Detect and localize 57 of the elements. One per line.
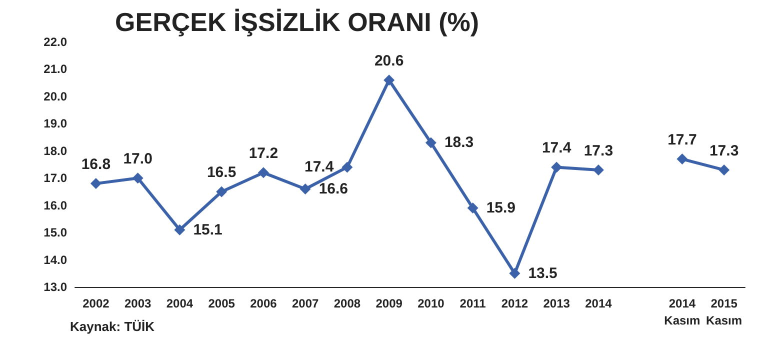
x-tick-label: 2014 — [585, 296, 612, 310]
x-tick-label: 2003 — [124, 296, 152, 310]
point — [384, 74, 395, 86]
data-label: 17.2 — [248, 145, 278, 162]
x-tick-label: 2010 — [418, 296, 445, 310]
point — [342, 162, 353, 173]
data-label: 13.5 — [528, 264, 558, 282]
point — [718, 164, 730, 176]
x-tick-label: 2004 — [166, 296, 194, 310]
data-label: 20.6 — [374, 52, 404, 70]
data-label: 17.3 — [584, 142, 614, 160]
y-tick-label: 13.0 — [44, 280, 68, 294]
data-label: 17.4 — [542, 140, 572, 157]
y-tick-label: 14.0 — [44, 252, 68, 267]
y-tick-label: 21.0 — [44, 62, 68, 76]
y-tick-label: 20.0 — [44, 89, 68, 104]
data-label: 18.3 — [444, 134, 474, 152]
x-tick-label: 2009 — [376, 296, 403, 310]
data-label: 16.5 — [206, 164, 236, 182]
x-tick-label: 2002 — [82, 296, 110, 310]
point — [300, 184, 311, 194]
point — [90, 178, 102, 190]
x-tick-label: 2011 — [460, 296, 486, 310]
data-label: 17.7 — [668, 132, 697, 149]
x-tick-label: 2006 — [250, 296, 278, 310]
data-label: 16.8 — [81, 156, 111, 174]
data-label: 17.3 — [709, 142, 739, 160]
point — [132, 172, 144, 184]
y-tick-label: 22.0 — [44, 35, 68, 49]
point — [676, 154, 688, 165]
x-tick-label: 2015 Kasım — [706, 296, 742, 328]
data-label: 15.9 — [486, 200, 516, 217]
x-tick-label: 2007 — [292, 296, 319, 310]
point — [216, 186, 228, 198]
data-label: 17.4 — [304, 158, 334, 176]
y-tick-label: 16.0 — [44, 198, 68, 212]
y-tick-label: 15.0 — [44, 226, 68, 240]
point — [258, 167, 269, 178]
chart-title: GERÇEK İŞSİZLİK ORANI (%) — [115, 7, 480, 37]
point — [592, 164, 604, 176]
x-tick-label: 2008 — [334, 296, 361, 310]
y-tick-label: 18.0 — [44, 144, 68, 158]
text: Kaynak: TÜİK — [70, 319, 156, 334]
x-tick-label: 2005 — [208, 296, 236, 310]
point — [425, 137, 436, 148]
data-label: 17.0 — [123, 150, 152, 168]
data-label: 15.1 — [193, 221, 222, 238]
point — [509, 268, 520, 279]
y-tick-label: 19.0 — [44, 116, 68, 131]
point — [174, 224, 186, 236]
point — [467, 202, 478, 214]
data-label: 16.6 — [318, 180, 348, 198]
x-tick-label: 2012 — [501, 296, 528, 310]
point — [551, 162, 562, 173]
y-tick-label: 17.0 — [44, 171, 68, 186]
x-tick-label: 2013 — [543, 296, 570, 310]
x-tick-label: 2014 Kasım — [664, 296, 700, 328]
